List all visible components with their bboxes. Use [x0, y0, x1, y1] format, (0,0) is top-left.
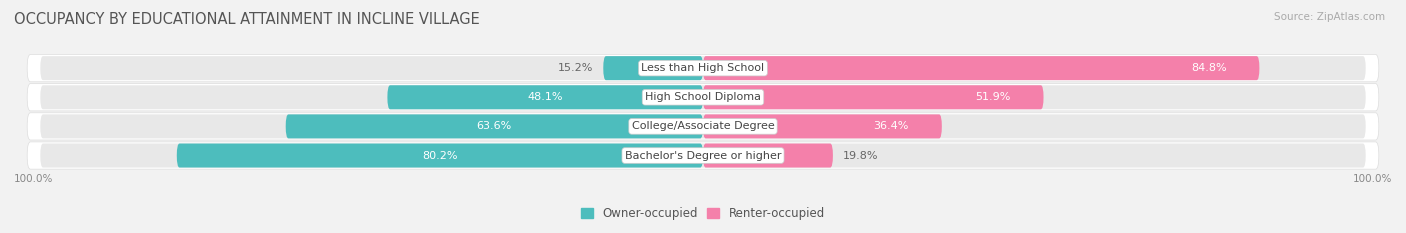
Text: 19.8%: 19.8%: [842, 151, 879, 161]
Text: 51.9%: 51.9%: [976, 92, 1011, 102]
Text: Less than High School: Less than High School: [641, 63, 765, 73]
FancyBboxPatch shape: [41, 144, 1365, 168]
FancyBboxPatch shape: [41, 56, 1365, 80]
Text: 63.6%: 63.6%: [477, 121, 512, 131]
Text: OCCUPANCY BY EDUCATIONAL ATTAINMENT IN INCLINE VILLAGE: OCCUPANCY BY EDUCATIONAL ATTAINMENT IN I…: [14, 12, 479, 27]
Text: 36.4%: 36.4%: [873, 121, 910, 131]
FancyBboxPatch shape: [27, 84, 1379, 111]
Text: 100.0%: 100.0%: [14, 175, 53, 184]
Text: Bachelor's Degree or higher: Bachelor's Degree or higher: [624, 151, 782, 161]
Legend: Owner-occupied, Renter-occupied: Owner-occupied, Renter-occupied: [576, 202, 830, 225]
FancyBboxPatch shape: [703, 114, 942, 138]
Text: 84.8%: 84.8%: [1191, 63, 1226, 73]
Text: Source: ZipAtlas.com: Source: ZipAtlas.com: [1274, 12, 1385, 22]
Text: 100.0%: 100.0%: [1353, 175, 1392, 184]
FancyBboxPatch shape: [703, 144, 832, 168]
FancyBboxPatch shape: [603, 56, 703, 80]
FancyBboxPatch shape: [41, 114, 1365, 138]
Text: College/Associate Degree: College/Associate Degree: [631, 121, 775, 131]
Text: 80.2%: 80.2%: [422, 151, 457, 161]
FancyBboxPatch shape: [27, 142, 1379, 169]
Text: High School Diploma: High School Diploma: [645, 92, 761, 102]
FancyBboxPatch shape: [27, 55, 1379, 82]
Text: 15.2%: 15.2%: [558, 63, 593, 73]
FancyBboxPatch shape: [41, 85, 1365, 109]
FancyBboxPatch shape: [177, 144, 703, 168]
FancyBboxPatch shape: [27, 113, 1379, 140]
Text: 48.1%: 48.1%: [527, 92, 562, 102]
FancyBboxPatch shape: [703, 56, 1260, 80]
FancyBboxPatch shape: [285, 114, 703, 138]
FancyBboxPatch shape: [703, 85, 1043, 109]
FancyBboxPatch shape: [388, 85, 703, 109]
